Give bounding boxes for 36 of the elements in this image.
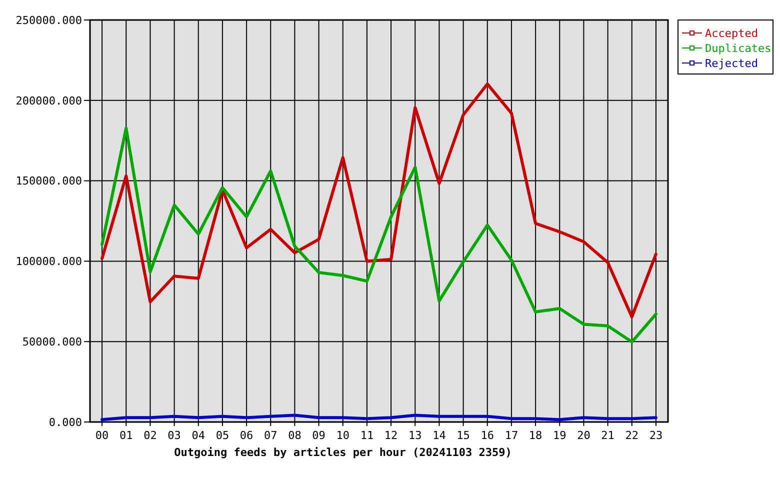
x-tick-label: 07 [264, 429, 278, 442]
line-series [100, 126, 658, 344]
x-tick-label: 05 [216, 429, 230, 442]
x-tick-label: 17 [504, 429, 518, 442]
x-tick-label: 12 [384, 429, 398, 442]
x-tick-label: 00 [95, 429, 109, 442]
x-tick-label: 21 [601, 429, 614, 442]
x-tick-label: 13 [408, 429, 422, 442]
y-tick-label: 200000.000 [16, 94, 82, 108]
x-tick-label: 06 [240, 429, 254, 442]
x-tick-label: 04 [192, 429, 206, 442]
legend-label: Rejected [705, 57, 758, 70]
y-tick-label: 150000.000 [16, 174, 82, 188]
x-tick-label: 23 [649, 429, 663, 442]
x-tick-label: 14 [432, 429, 446, 442]
x-tick-label: 22 [625, 429, 638, 442]
x-tick-label: 15 [456, 429, 470, 442]
x-tick-label: 08 [288, 429, 302, 442]
x-tick-label: 16 [480, 429, 494, 442]
x-tick-label: 01 [120, 429, 133, 442]
x-tick-label: 10 [336, 429, 350, 442]
y-tick-label: 0.000 [48, 416, 82, 429]
x-tick-label: 09 [312, 429, 326, 442]
x-tick-label: 18 [528, 429, 542, 442]
y-tick-label: 250000.000 [16, 14, 82, 27]
text: Outgoing feeds by articles per hour (20241103 2359) [174, 446, 512, 459]
legend-label: Duplicates [705, 42, 772, 55]
y-tick-label: 50000.000 [22, 335, 82, 348]
x-tick-label: 03 [168, 429, 181, 442]
legend-label: Accepted [705, 27, 758, 40]
x-tick-label: 02 [144, 429, 157, 442]
x-tick-label: 11 [360, 429, 374, 442]
x-tick-label: 20 [577, 429, 590, 442]
y-tick-label: 100000.000 [16, 255, 82, 268]
line-series [100, 82, 658, 318]
x-tick-label: 19 [553, 429, 566, 442]
